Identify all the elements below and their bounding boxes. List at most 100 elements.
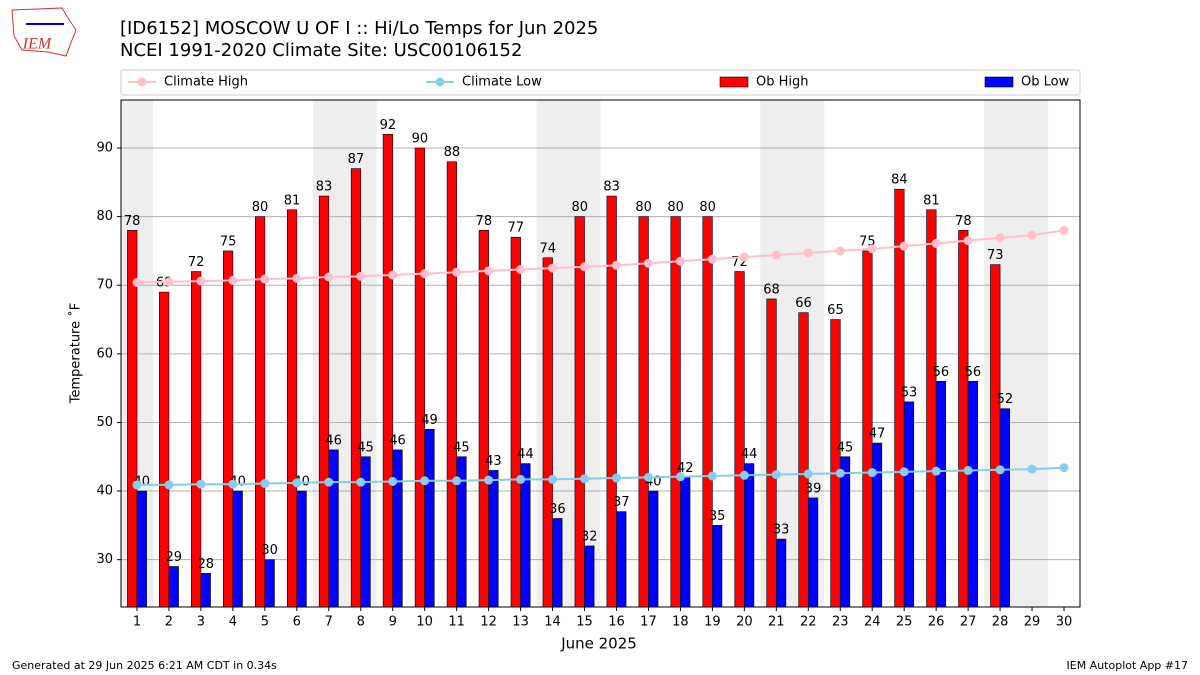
bar xyxy=(638,216,649,608)
line-marker xyxy=(1059,225,1069,235)
x-tick-label: 30 xyxy=(1056,615,1073,630)
line-marker xyxy=(452,476,462,486)
line-marker xyxy=(132,480,142,490)
line-marker xyxy=(835,246,845,256)
line xyxy=(136,466,1065,486)
bar xyxy=(424,429,435,608)
value-label: 66 xyxy=(795,296,812,311)
x-tick-label: 10 xyxy=(416,615,433,630)
line-marker xyxy=(324,272,334,282)
value-label: 47 xyxy=(869,427,886,442)
line-marker xyxy=(707,254,717,264)
value-label: 73 xyxy=(987,248,1004,263)
bar xyxy=(200,573,211,608)
bar xyxy=(488,470,499,608)
plot-frame xyxy=(120,99,1081,608)
line-marker xyxy=(132,277,142,287)
x-tick-label: 23 xyxy=(832,615,849,630)
x-tick-label: 27 xyxy=(960,615,977,630)
line-marker xyxy=(580,262,590,272)
x-tick-label: 9 xyxy=(389,615,397,630)
y-tick-label: 70 xyxy=(96,278,113,293)
line-marker xyxy=(771,250,781,260)
bar xyxy=(871,442,883,608)
line-marker xyxy=(963,465,973,475)
legend-marker xyxy=(137,77,147,87)
x-tick-label: 20 xyxy=(736,615,753,630)
value-label: 28 xyxy=(197,557,214,572)
bar xyxy=(574,216,585,608)
value-label: 53 xyxy=(901,385,918,400)
x-tick-label: 17 xyxy=(640,615,657,630)
value-label: 92 xyxy=(380,118,397,133)
line-marker xyxy=(899,241,909,251)
value-label: 80 xyxy=(699,200,716,215)
value-label: 29 xyxy=(165,550,182,565)
x-tick-label: 21 xyxy=(768,615,785,630)
line-marker xyxy=(995,465,1005,475)
bar xyxy=(510,236,521,608)
bar xyxy=(967,380,979,608)
x-tick-label: 25 xyxy=(896,615,913,630)
y-tick-label: 40 xyxy=(96,484,113,499)
line-marker xyxy=(867,244,877,254)
bar xyxy=(926,209,937,608)
bar xyxy=(606,195,617,608)
x-tick-label: 11 xyxy=(448,615,465,630)
bar xyxy=(296,490,307,608)
legend-swatch xyxy=(984,76,1014,88)
line-marker xyxy=(835,468,845,478)
line-marker xyxy=(611,473,621,483)
line-marker xyxy=(452,267,462,277)
chart-subtitle: NCEI 1991-2020 Climate Site: USC00106152 xyxy=(120,40,522,61)
line-marker xyxy=(356,271,366,281)
value-label: 83 xyxy=(316,180,333,195)
bar xyxy=(958,230,969,608)
line-marker xyxy=(931,238,941,248)
bar xyxy=(392,449,403,608)
line-marker xyxy=(164,277,174,287)
line-marker xyxy=(388,270,398,280)
line-marker xyxy=(867,468,877,478)
value-label: 43 xyxy=(485,454,502,469)
line-marker xyxy=(707,471,717,481)
line-marker xyxy=(771,470,781,480)
value-label: 44 xyxy=(517,447,534,462)
value-label: 83 xyxy=(603,180,620,195)
value-label: 72 xyxy=(188,255,205,270)
line-marker xyxy=(643,472,653,482)
x-tick-label: 5 xyxy=(261,615,269,630)
bar xyxy=(584,545,595,608)
line-marker xyxy=(1059,463,1069,473)
legend-box xyxy=(120,69,1081,96)
bar xyxy=(264,559,275,608)
line-marker xyxy=(196,479,206,489)
value-label: 80 xyxy=(252,200,269,215)
line-marker xyxy=(420,476,430,486)
logo: IEM xyxy=(11,7,77,57)
bar xyxy=(542,257,553,608)
x-tick-label: 26 xyxy=(928,615,945,630)
x-tick-label: 14 xyxy=(544,615,561,630)
value-label: 46 xyxy=(325,433,342,448)
chart-title: [ID6152] MOSCOW U OF I :: Hi/Lo Temps fo… xyxy=(120,18,598,39)
line-marker xyxy=(995,233,1005,243)
line-marker xyxy=(675,472,685,482)
bar xyxy=(318,195,330,608)
line-marker xyxy=(292,478,302,488)
y-axis-label: Temperature ˚F xyxy=(68,303,84,404)
line-marker xyxy=(260,274,270,284)
value-label: 65 xyxy=(827,303,844,318)
bar xyxy=(414,147,425,608)
value-label: 80 xyxy=(667,200,684,215)
footer-right: IEM Autoplot App #17 xyxy=(1067,659,1189,672)
y-tick-label: 50 xyxy=(96,415,113,430)
x-tick-label: 12 xyxy=(480,615,497,630)
x-tick-label: 29 xyxy=(1024,615,1041,630)
line-marker xyxy=(292,273,302,283)
bar xyxy=(766,298,777,608)
bar xyxy=(999,408,1010,608)
x-tick-label: 7 xyxy=(325,615,333,630)
bar xyxy=(616,511,627,608)
bar xyxy=(702,216,713,608)
